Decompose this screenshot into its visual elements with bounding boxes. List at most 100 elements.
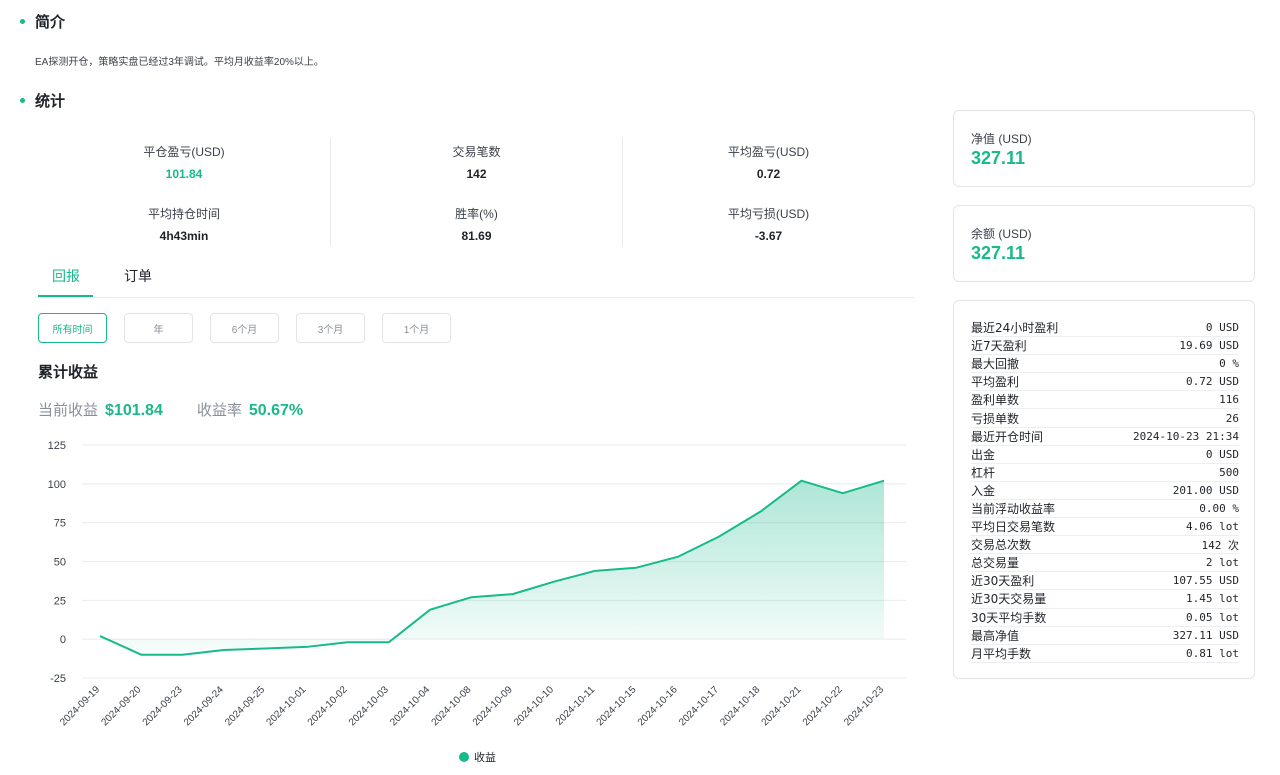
details-list: 最近24小时盈利 0 USD 近7天盈利 19.69 USD 最大回撤 0 % 平均盈利 0.… <box>971 319 1239 663</box>
detail-label: 最大回撤 <box>971 357 1020 372</box>
bullet-dot-icon <box>20 19 25 24</box>
detail-value: 201.00 USD <box>1172 483 1239 497</box>
detail-value: 0 USD <box>1205 447 1239 461</box>
win-rate-value: 81.69 <box>461 229 492 243</box>
detail-label: 入金 <box>971 483 996 498</box>
detail-row: 近7天盈利 19.69 USD <box>971 337 1239 356</box>
current-return-label: 当前收益 <box>38 402 99 419</box>
y-tick-label: 125 <box>48 440 66 452</box>
avg-loss-value: -3.67 <box>754 229 783 243</box>
detail-label: 最近24小时盈利 <box>971 321 1059 336</box>
detail-label: 月平均手数 <box>971 646 1032 661</box>
balance-card: 余额 (USD) 327.11 <box>953 205 1255 282</box>
trade-count-value: 142 <box>466 167 487 181</box>
tab-orders[interactable]: 订单 <box>124 268 152 284</box>
x-tick-label: 2024-10-16 <box>636 684 680 728</box>
detail-row: 平均盈利 0.72 USD <box>971 373 1239 392</box>
x-tick-label: 2024-10-04 <box>388 684 432 728</box>
x-tick-label: 2024-09-20 <box>99 684 143 728</box>
tab-bar: 回报 订单 <box>38 262 914 298</box>
detail-row: 最大回撤 0 % <box>971 355 1239 374</box>
detail-row: 平均日交易笔数 4.06 lot <box>971 518 1239 537</box>
y-tick-label: 100 <box>48 479 66 491</box>
x-tick-label: 2024-09-23 <box>141 684 185 728</box>
detail-value: 0 % <box>1219 357 1239 371</box>
range-6-months-button[interactable]: 6个月 <box>210 313 279 343</box>
x-tick-label: 2024-10-10 <box>512 684 556 728</box>
avg-loss-label: 平均亏损(USD) <box>727 207 810 221</box>
detail-row: 月平均手数 0.81 lot <box>971 645 1239 663</box>
y-tick-label: 50 <box>54 557 66 569</box>
x-tick-label: 2024-10-08 <box>430 684 474 728</box>
equity-label: 净值 (USD) <box>971 132 1032 146</box>
range-3-months-button[interactable]: 3个月 <box>296 313 365 343</box>
return-area-fill <box>100 480 884 655</box>
balance-value: 327.11 <box>971 243 1026 263</box>
detail-label: 盈利单数 <box>971 393 1020 408</box>
intro-section-header: 简介 <box>20 11 65 32</box>
stats-column-1: 平仓盈亏(USD) 101.84 平均持仓时间 4h43min <box>38 138 330 246</box>
detail-value: 500 <box>1219 465 1239 479</box>
detail-value: 26 <box>1225 411 1239 425</box>
x-tick-label: 2024-09-25 <box>223 684 267 728</box>
detail-label: 近30天盈利 <box>971 574 1035 589</box>
x-tick-label: 2024-10-11 <box>554 684 598 728</box>
detail-value: 107.55 USD <box>1172 574 1239 588</box>
detail-value: 1.45 lot <box>1186 592 1239 606</box>
detail-label: 平均日交易笔数 <box>971 520 1056 535</box>
return-rate-value: 50.67% <box>248 402 304 419</box>
x-tick-label: 2024-10-23 <box>842 684 886 728</box>
x-tick-label: 2024-10-21 <box>760 684 804 728</box>
detail-label: 总交易量 <box>971 556 1020 571</box>
cumulative-return-title: 累计收益 <box>38 364 99 381</box>
detail-value: 4.06 lot <box>1186 520 1239 534</box>
x-tick-label: 2024-10-03 <box>347 684 391 728</box>
intro-title: 简介 <box>35 14 66 31</box>
legend-label[interactable]: 收益 <box>474 750 496 764</box>
range-all-time-button[interactable]: 所有时间 <box>38 313 107 343</box>
detail-value: 19.69 USD <box>1179 339 1239 353</box>
detail-label: 近7天盈利 <box>971 339 1027 354</box>
balance-label: 余额 (USD) <box>971 227 1032 241</box>
detail-value: 0.00 % <box>1199 501 1239 515</box>
detail-label: 最高净值 <box>971 628 1020 643</box>
avg-hold-time-label: 平均持仓时间 <box>147 207 220 221</box>
detail-label: 近30天交易量 <box>971 592 1047 607</box>
y-tick-label: 0 <box>60 634 66 646</box>
detail-row: 近30天交易量 1.45 lot <box>971 590 1239 609</box>
detail-value: 2 lot <box>1205 556 1239 570</box>
detail-value: 327.11 USD <box>1172 628 1239 642</box>
active-tab-indicator <box>38 295 93 297</box>
intro-text: EA探测开仓，策略实盘已经过3年调试。平均月收益率20%以上。 <box>35 57 324 68</box>
x-tick-label: 2024-10-01 <box>264 684 308 728</box>
detail-value: 0.81 lot <box>1186 646 1239 660</box>
x-tick-label: 2024-10-22 <box>801 684 845 728</box>
detail-label: 30天平均手数 <box>971 610 1047 625</box>
closed-pnl-value: 101.84 <box>165 167 203 181</box>
detail-label: 当前浮动收益率 <box>971 501 1056 516</box>
detail-value: 0 USD <box>1205 321 1239 335</box>
detail-row: 最高净值 327.11 USD <box>971 627 1239 645</box>
detail-row: 亏损单数 26 <box>971 409 1239 428</box>
detail-row: 出金 0 USD <box>971 446 1239 464</box>
stats-column-2: 交易笔数 142 胜率(%) 81.69 <box>330 138 622 246</box>
detail-row: 盈利单数 116 <box>971 391 1239 410</box>
range-year-button[interactable]: 年 <box>124 313 193 343</box>
closed-pnl-label: 平仓盈亏(USD) <box>143 145 225 159</box>
detail-value: 0.05 lot <box>1186 610 1239 624</box>
stats-grid: 平仓盈亏(USD) 101.84 平均持仓时间 4h43min 交易笔数 142… <box>38 138 914 248</box>
avg-pnl-label: 平均盈亏(USD) <box>727 145 810 159</box>
detail-label: 出金 <box>971 447 996 462</box>
y-tick-label: 75 <box>54 518 66 530</box>
stats-section-header: 统计 <box>20 90 65 111</box>
range-1-month-button[interactable]: 1个月 <box>382 313 451 343</box>
detail-label: 杠杆 <box>971 465 996 480</box>
tab-returns[interactable]: 回报 <box>52 268 80 284</box>
details-card: 最近24小时盈利 0 USD 近7天盈利 19.69 USD 最大回撤 0 % 平均盈利 0.… <box>953 300 1255 679</box>
detail-label: 交易总次数 <box>971 538 1032 553</box>
avg-pnl-value: 0.72 <box>756 167 781 181</box>
return-series-line <box>99 479 885 656</box>
x-tick-label: 2024-09-24 <box>182 684 226 728</box>
detail-value: 142 次 <box>1201 538 1240 552</box>
detail-label: 最近开仓时间 <box>971 429 1044 444</box>
